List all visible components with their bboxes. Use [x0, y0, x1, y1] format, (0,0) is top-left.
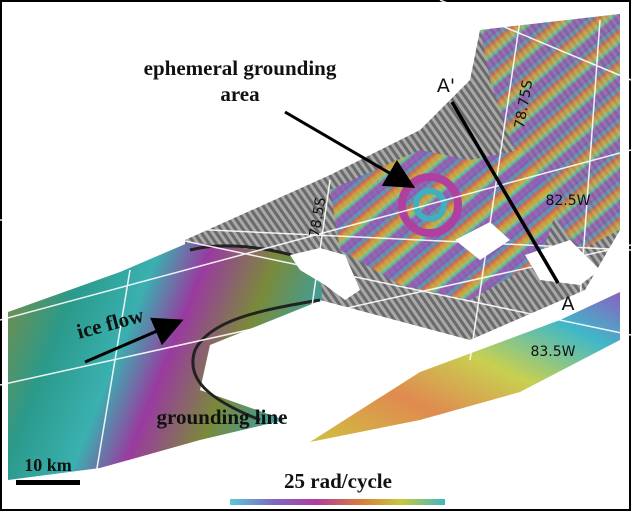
label: grounding line — [157, 405, 288, 429]
label: ephemeral grounding — [144, 56, 337, 80]
label: area — [220, 82, 260, 106]
color-bar — [230, 499, 445, 505]
interferogram-map: ephemeral grounding area A' A 78.75S 78.… — [0, 0, 631, 511]
scale-bar — [16, 480, 80, 485]
color-bar-label: 25 rad/cycle — [284, 469, 392, 493]
point-label: A — [562, 293, 575, 315]
page: {"annotations": { "title_line1": "epheme… — [0, 0, 631, 511]
longitude-label: 83.5W — [530, 344, 575, 360]
point-label: A' — [437, 75, 455, 97]
scale-bar-label: 10 km — [24, 455, 72, 475]
longitude-label: 82.5W — [545, 193, 590, 209]
